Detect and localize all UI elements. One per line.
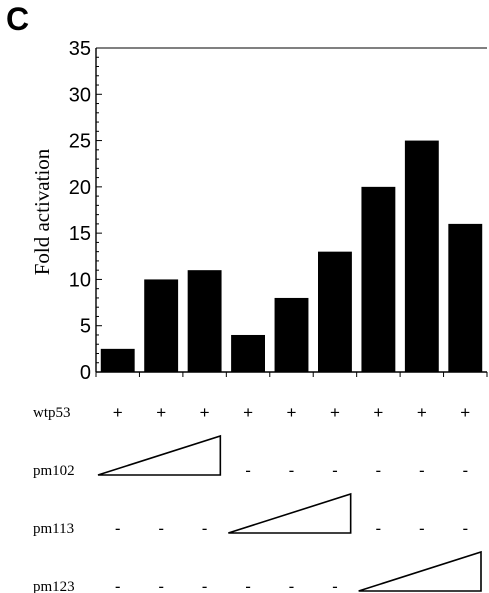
minus-sign: - xyxy=(158,577,164,593)
dose-ramp-triangle xyxy=(358,550,482,592)
minus-sign: - xyxy=(245,461,251,480)
plus-sign: + xyxy=(200,403,210,422)
plus-sign: + xyxy=(113,403,123,422)
minus-sign: - xyxy=(289,577,295,593)
minus-sign: - xyxy=(202,519,208,538)
minus-sign: - xyxy=(376,461,382,480)
minus-sign: - xyxy=(289,461,295,480)
y-tick-label: 20 xyxy=(69,177,91,199)
bar-7 xyxy=(361,186,396,372)
plus-sign: + xyxy=(460,403,470,422)
y-tick-label: 10 xyxy=(69,269,91,291)
minus-sign: - xyxy=(462,519,468,538)
y-tick-label: 0 xyxy=(80,362,91,384)
row-label-pm123: pm123 xyxy=(33,579,75,593)
row-label-pm102: pm102 xyxy=(33,463,75,479)
bar-5 xyxy=(274,297,309,372)
dose-ramp-triangle xyxy=(97,434,222,476)
dose-ramp-triangle xyxy=(228,492,352,534)
plus-sign: + xyxy=(243,403,253,422)
y-tick-label: 15 xyxy=(69,223,91,245)
minus-sign: - xyxy=(158,519,164,538)
y-tick-label: 25 xyxy=(69,131,91,153)
bar-3 xyxy=(187,270,222,372)
y-tick-label: 5 xyxy=(80,316,91,338)
minus-sign: - xyxy=(115,577,121,593)
bar-2 xyxy=(144,279,179,372)
minus-sign: - xyxy=(115,519,121,538)
panel-label: C xyxy=(6,1,29,37)
y-tick-label: 30 xyxy=(69,84,91,106)
minus-sign: - xyxy=(462,461,468,480)
row-label-pm113: pm113 xyxy=(33,521,74,537)
minus-sign: - xyxy=(202,577,208,593)
bar-8 xyxy=(404,140,439,372)
plus-sign: + xyxy=(330,403,340,422)
treatment-table: wtp53 + + + + + + + + + pm102 - - - - - - pm113 - - - - - - pm12… xyxy=(33,403,482,593)
y-tick-label: 35 xyxy=(69,38,91,60)
row-label-wtp53: wtp53 xyxy=(33,405,71,421)
plus-sign: + xyxy=(287,403,297,422)
minus-sign: - xyxy=(245,577,251,593)
bar-1 xyxy=(100,348,135,372)
minus-sign: - xyxy=(419,519,425,538)
bar-4 xyxy=(231,334,265,372)
minus-sign: - xyxy=(332,461,338,480)
plus-sign: + xyxy=(156,403,166,422)
minus-sign: - xyxy=(332,577,338,593)
plus-sign: + xyxy=(417,403,427,422)
minus-sign: - xyxy=(376,519,382,538)
y-axis-label: Fold activation xyxy=(30,148,54,275)
y-axis-ticks: 0 5 10 15 20 25 30 35 xyxy=(69,38,91,384)
plus-sign: + xyxy=(373,403,383,422)
bar-6 xyxy=(318,251,352,372)
bar-9 xyxy=(448,223,483,372)
minus-sign: - xyxy=(419,461,425,480)
chart-bars xyxy=(100,140,483,372)
